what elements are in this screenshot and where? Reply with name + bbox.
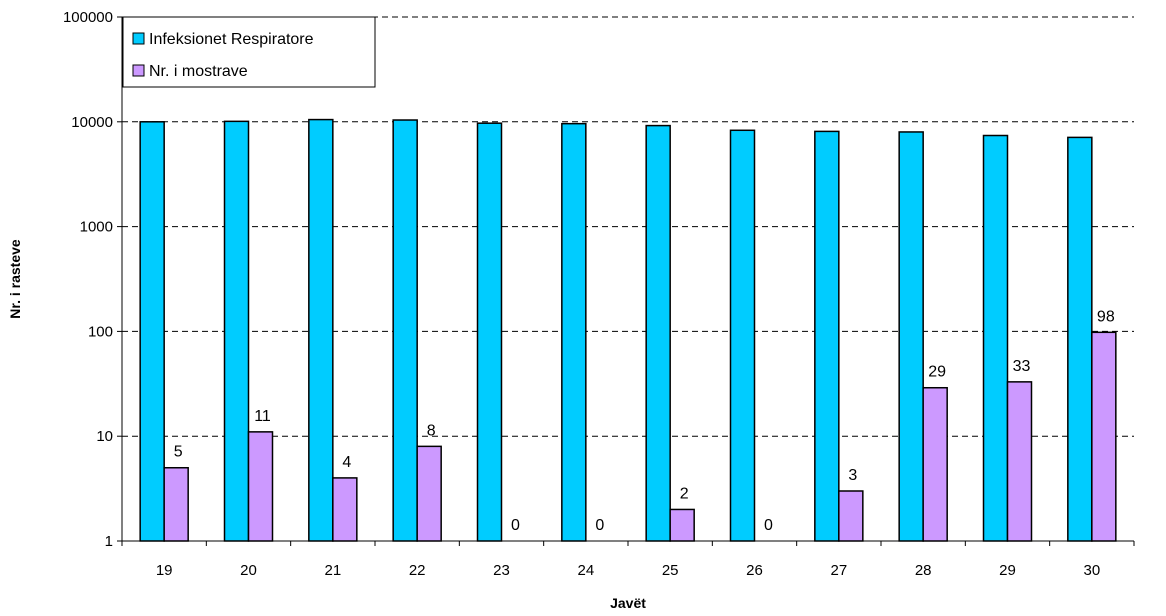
bar-samples-29 xyxy=(1006,381,1033,542)
data-label-samples-22: 8 xyxy=(427,422,436,439)
x-tick-label: 25 xyxy=(662,562,679,579)
y-tick-label: 1000 xyxy=(80,219,113,236)
bar-samples-25 xyxy=(669,508,695,542)
bar-samples-19 xyxy=(163,466,189,542)
x-tick-label: 20 xyxy=(240,562,257,579)
x-tick-label: 26 xyxy=(746,562,763,579)
bars xyxy=(139,118,1117,542)
bar-respiratory-29 xyxy=(982,134,1009,542)
bar-respiratory-28 xyxy=(898,131,924,542)
x-axis-title: Javët xyxy=(610,595,646,611)
data-label-samples-19: 5 xyxy=(174,444,183,461)
x-tick-label: 19 xyxy=(156,562,173,579)
y-tick-label: 100000 xyxy=(63,9,113,26)
data-label-samples-23: 0 xyxy=(511,517,520,534)
data-label-samples-25: 2 xyxy=(680,485,689,502)
bar-samples-22 xyxy=(416,445,442,542)
axes xyxy=(121,17,1134,542)
bar-samples-30 xyxy=(1091,331,1117,542)
legend-swatch-samples xyxy=(132,64,145,77)
data-labels: 5 11 4 8 0 0 2 0 3 29 33 98 xyxy=(174,308,1115,534)
bar-respiratory-19 xyxy=(139,121,165,542)
data-label-samples-21: 4 xyxy=(342,454,351,471)
bar-samples-21 xyxy=(332,477,358,542)
bar-respiratory-22 xyxy=(392,119,418,542)
x-tick-label: 23 xyxy=(493,562,510,579)
bar-respiratory-26 xyxy=(729,129,756,542)
bar-respiratory-21 xyxy=(308,118,334,542)
y-tick-label: 10000 xyxy=(71,114,113,131)
y-tick-label: 10 xyxy=(96,428,113,445)
data-label-samples-28: 29 xyxy=(928,364,946,381)
legend-label-samples: Nr. i mostrave xyxy=(149,63,248,80)
data-label-samples-30: 98 xyxy=(1097,308,1115,325)
bar-respiratory-20 xyxy=(223,120,250,542)
bar-samples-28 xyxy=(922,386,948,542)
x-tick-label: 27 xyxy=(830,562,847,579)
x-tick-label: 30 xyxy=(1083,562,1100,579)
legend-box xyxy=(122,16,376,88)
x-tick-label: 21 xyxy=(324,562,341,579)
x-tick-label: 22 xyxy=(409,562,426,579)
y-axis-title: Nr. i rasteve xyxy=(7,239,23,319)
x-tick-label: 29 xyxy=(999,562,1016,579)
y-tick-label: 100 xyxy=(88,323,113,340)
legend-label-respiratory: Infeksionet Respiratore xyxy=(149,31,314,48)
bar-samples-20 xyxy=(247,431,274,542)
bar-samples-27 xyxy=(838,490,864,542)
y-tick-label: 1 xyxy=(105,533,113,550)
bar-respiratory-27 xyxy=(814,130,840,542)
bar-respiratory-25 xyxy=(645,124,671,542)
x-tick-label: 28 xyxy=(915,562,932,579)
bar-respiratory-30 xyxy=(1067,136,1093,542)
data-label-samples-20: 11 xyxy=(254,408,271,425)
gridlines xyxy=(122,16,1134,437)
data-label-samples-24: 0 xyxy=(595,517,604,534)
data-label-samples-27: 3 xyxy=(848,467,857,484)
data-label-samples-29: 33 xyxy=(1013,358,1031,375)
bar-respiratory-23 xyxy=(476,122,503,542)
x-tick-label: 24 xyxy=(577,562,594,579)
legend: Infeksionet Respiratore Nr. i mostrave xyxy=(122,16,376,88)
bar-respiratory-24 xyxy=(561,122,587,542)
data-label-samples-26: 0 xyxy=(764,517,773,534)
legend-swatch-respiratory xyxy=(132,32,145,45)
